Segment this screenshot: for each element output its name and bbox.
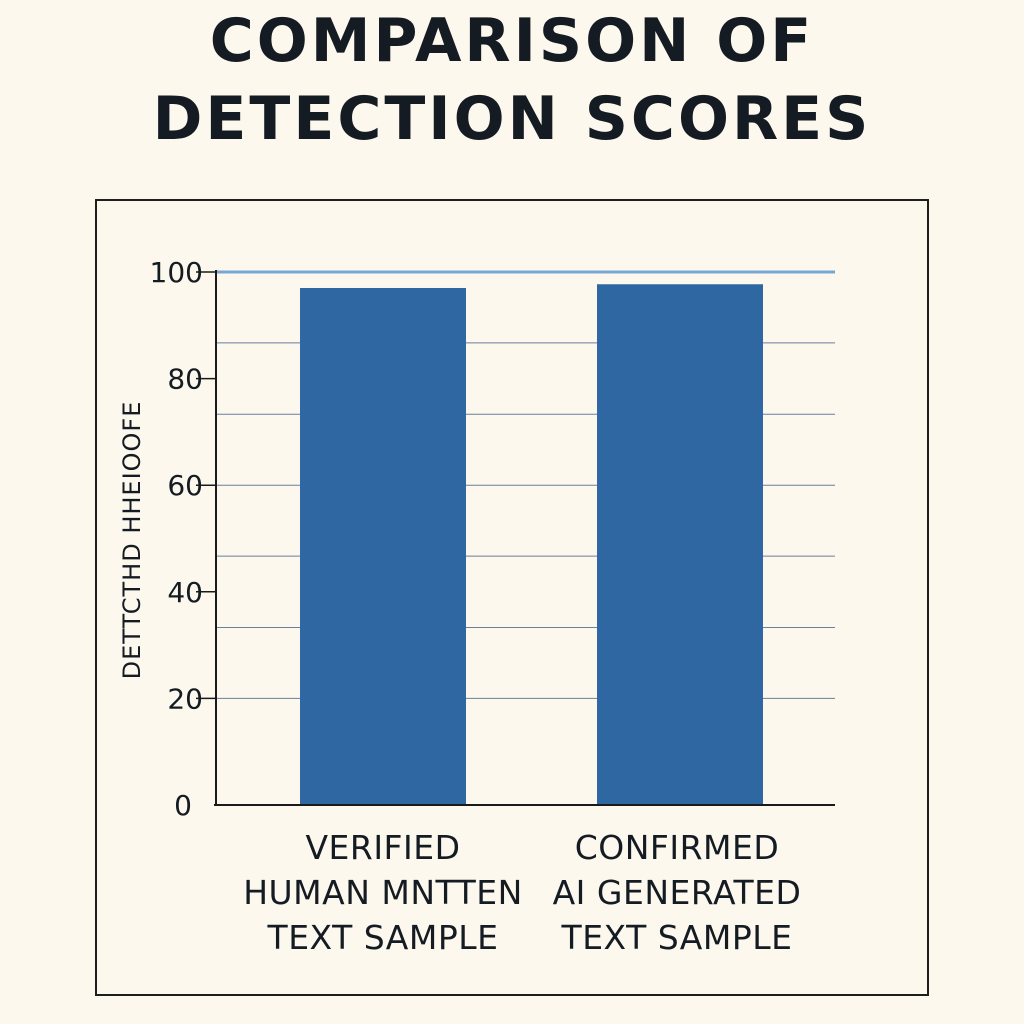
y-tick-label-1: 20 <box>167 682 203 715</box>
bar-0 <box>300 287 466 805</box>
chart-title-line-1: COMPARISON OF <box>209 6 815 76</box>
x-tick-label-1-line-1: AI GENERATED <box>553 873 802 912</box>
bar-1 <box>597 284 763 805</box>
y-axis-title: DETTCTHD HHEIOOFE <box>118 401 146 680</box>
y-tick-label-0: 0 <box>174 789 192 822</box>
y-tick-label-2: 40 <box>167 576 203 609</box>
x-tick-label-1-line-0: CONFIRMED <box>575 828 780 867</box>
x-tick-label-1-line-2: TEXT SAMPLE <box>561 918 793 957</box>
x-tick-label-0-line-0: VERIFIED <box>305 828 460 867</box>
y-tick-label-5: 100 <box>150 256 203 289</box>
y-tick-label-4: 80 <box>167 363 203 396</box>
x-tick-label-0-line-1: HUMAN MNTTEN <box>243 873 523 912</box>
chart-title-line-2: DETECTION SCORES <box>152 84 872 154</box>
x-tick-label-0-line-2: TEXT SAMPLE <box>267 918 499 957</box>
chart-frame <box>95 199 929 996</box>
y-tick-label-3: 60 <box>167 469 203 502</box>
